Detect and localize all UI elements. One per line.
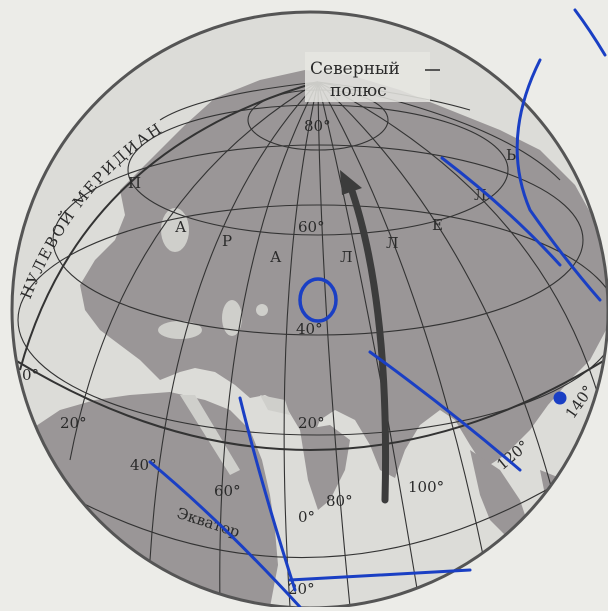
pen-stroke-6 [148,460,302,609]
pole-label: Северный полюс [305,52,440,102]
parallel-letter-1: П [128,174,141,192]
parallel-20 [17,204,608,436]
lon-40-label: 40° [130,456,157,474]
parallel-40 [52,144,584,336]
north-pole-line-2: полюс [330,81,387,101]
equator-0-label: 0° [298,508,315,526]
grid-lines [14,81,608,608]
persian-gulf [260,395,290,415]
arctic-island-2 [395,118,440,142]
north-pole-line-1: Северный [310,59,400,79]
se-asia [470,450,530,540]
lat-40-label: 40° [296,320,323,338]
meridian-arrowhead [340,170,362,195]
parallel-letter-2: А [175,218,187,236]
eurasia [80,70,608,478]
india [300,425,350,510]
pen-stroke-7 [288,568,472,582]
parallel-letter-3: Р [222,232,232,250]
parallel-letter-6: Л [386,234,399,252]
parallel-s20 [39,469,581,559]
parallel-letter-9: Ь [506,146,516,164]
lon-60-label: 60° [214,482,241,500]
parallel-letter-7: Е [432,216,443,234]
pen-stroke-2 [515,58,602,302]
lon-0-left-label: 0° [22,366,39,384]
meridian-0 [19,81,319,371]
lat-60-label: 60° [298,218,325,236]
lat-80-label: 80° [304,117,331,135]
pen-stroke-1 [573,8,607,57]
pen-stroke-3 [440,156,562,267]
lon-100-label: 100° [408,478,444,496]
lat-20-label: 20° [298,414,325,432]
caspian-sea [222,300,242,336]
lon-80-label: 80° [326,492,353,510]
red-sea [180,395,240,475]
pen-stroke-4 [368,350,522,472]
parallel-label: П А Р А Л Л Е Л Ь [128,146,516,266]
aral-sea [256,304,268,316]
meridian-arrow-shaft [346,181,390,504]
lon-20-left-label: 20° [60,414,87,432]
pen-circle [298,277,338,323]
pen-stroke-5 [238,396,297,592]
parallel-letter-4: А [270,248,282,266]
pen-annotations [148,8,607,609]
equator-line [14,359,606,451]
pen-dot [553,391,567,405]
black-sea [158,321,202,339]
parallel-letter-5: Л [340,248,353,266]
